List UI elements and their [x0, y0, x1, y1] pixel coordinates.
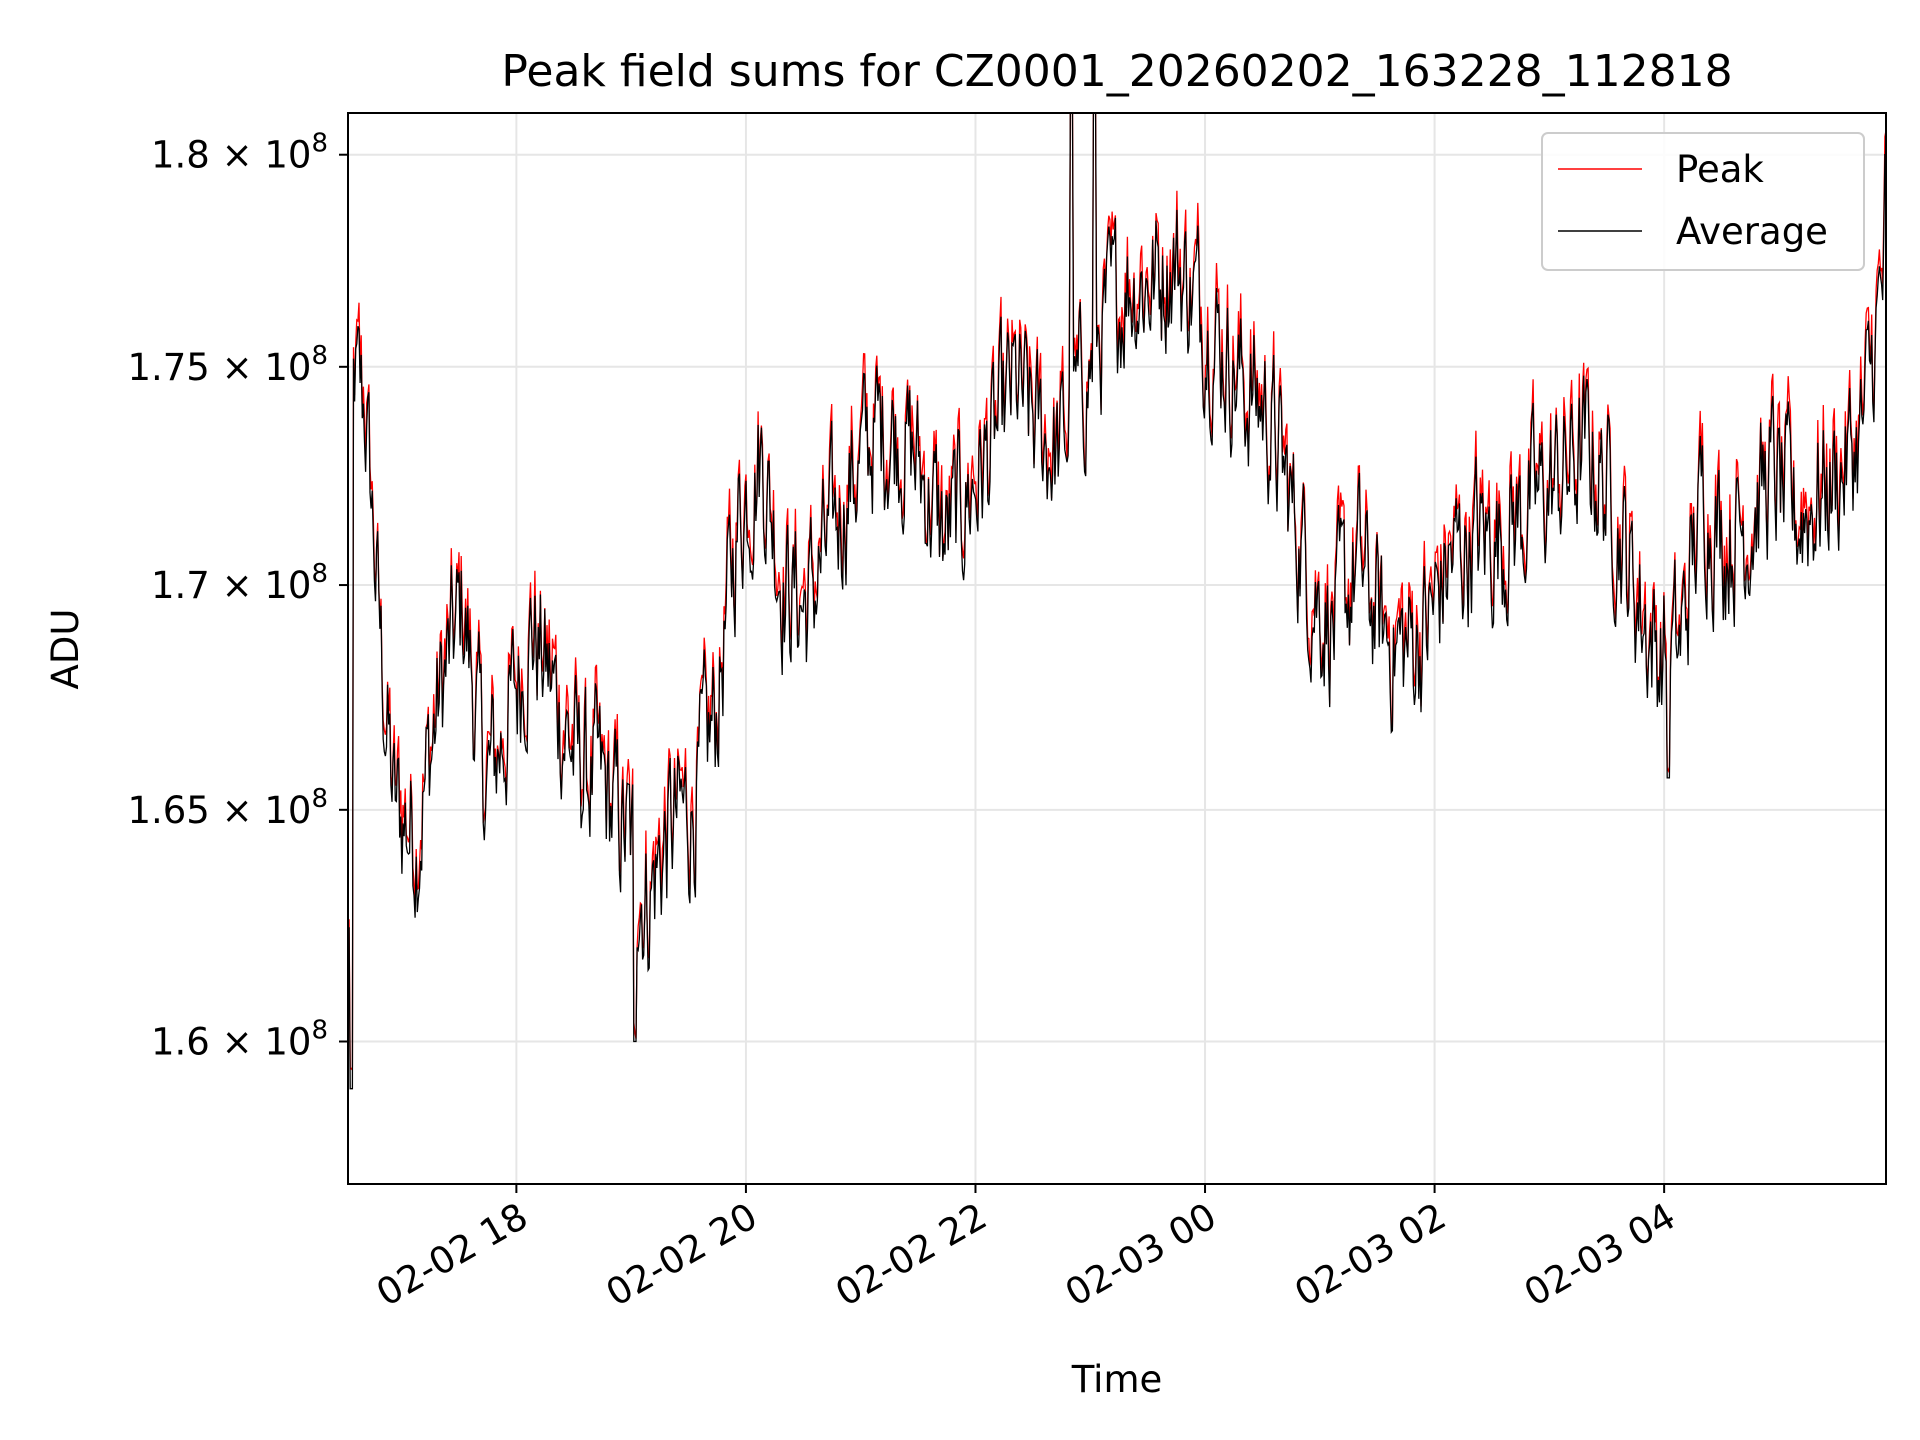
legend: Peak Average	[1541, 132, 1865, 271]
grid	[348, 113, 1886, 1184]
y-tick-label: 1.7 × 108	[151, 559, 328, 607]
y-axis-label: ADU	[44, 609, 87, 690]
series-lines	[347, 112, 1887, 1090]
legend-average-label: Average	[1676, 210, 1828, 253]
y-tick-label: 1.75 × 108	[127, 341, 328, 389]
legend-box	[1541, 132, 1865, 271]
y-axis-ticks: 1.6 × 108 1.65 × 108 1.7 × 108 1.75 × 108 1.…	[127, 129, 348, 1063]
chart-title: Peak field sums for CZ0001_20260202_1632…	[501, 46, 1732, 97]
y-tick-label: 1.8 × 108	[151, 129, 328, 177]
legend-peak-label: Peak	[1676, 148, 1764, 191]
series-line-average	[347, 112, 1886, 1090]
y-tick-label: 1.65 × 108	[127, 784, 328, 832]
y-tick-label: 1.6 × 108	[151, 1015, 328, 1063]
plot-frame	[347, 112, 1887, 1185]
x-axis-label: Time	[1071, 1358, 1163, 1401]
